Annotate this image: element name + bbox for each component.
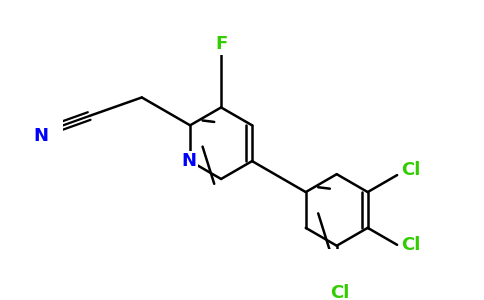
Text: Cl: Cl	[401, 236, 421, 254]
Text: F: F	[215, 35, 227, 53]
Text: Cl: Cl	[401, 161, 421, 179]
Text: N: N	[33, 127, 48, 145]
Text: N: N	[182, 152, 197, 170]
Text: Cl: Cl	[330, 284, 349, 300]
